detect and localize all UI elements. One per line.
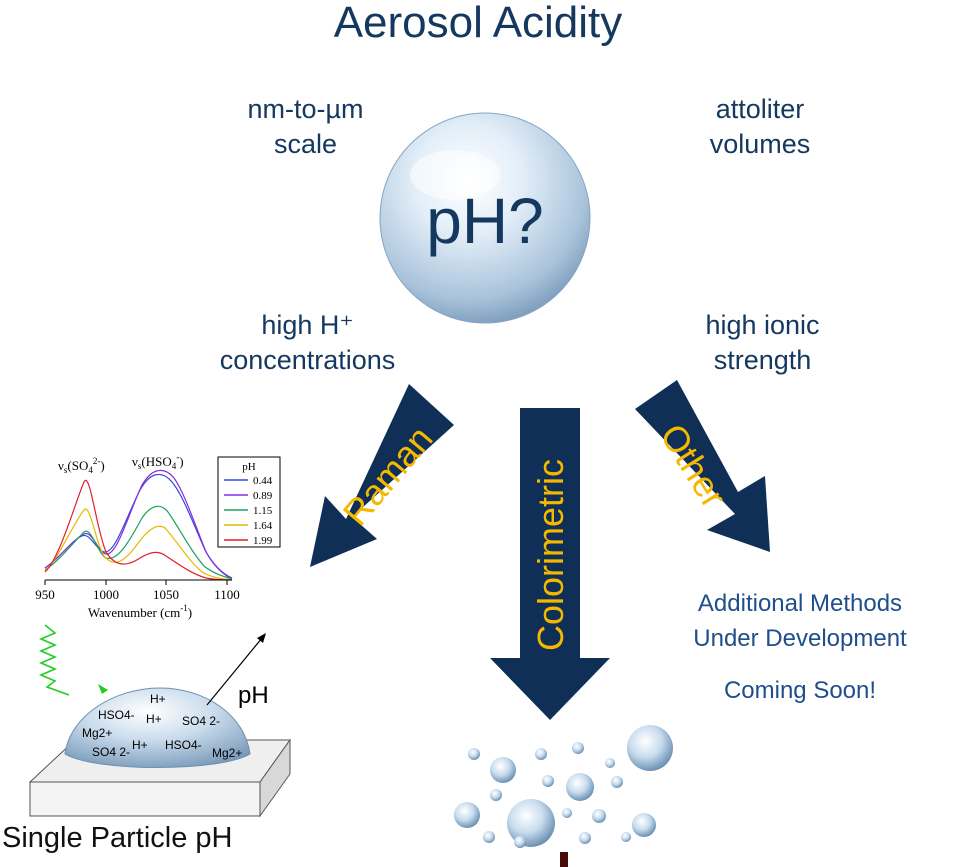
ion-h-3: H+ — [132, 738, 148, 752]
ion-hso4-2: HSO4- — [165, 738, 202, 752]
ion-hso4-1: HSO4- — [98, 708, 135, 722]
colorimetric-label: Colorimetric — [530, 458, 571, 652]
legend-title: pH — [242, 461, 256, 473]
other-methods-line1: Additional Methods — [697, 590, 903, 617]
series-line-1.15 — [44, 505, 233, 580]
output-ph-label: pH — [238, 682, 269, 709]
ion-h-1: H+ — [150, 692, 166, 706]
property-h-concentration: high H⁺ concentrations — [219, 310, 396, 375]
laser-wave — [38, 624, 70, 696]
legend-entry-0.44: 0.44 — [253, 475, 273, 487]
laser-arrowhead — [98, 684, 108, 694]
diagram-title: Aerosol Acidity — [333, 0, 623, 47]
legend-entry-1.64: 1.64 — [253, 520, 273, 532]
cropped-glyph — [560, 852, 568, 867]
legend-entry-1.15: 1.15 — [253, 505, 273, 517]
x-tick-1000: 1000 — [93, 587, 119, 602]
single-particle-graphic: H+ HSO4- H+ SO4 2- Mg2+ SO4 2- H+ HSO4- … — [28, 624, 291, 818]
peak-label-so4: νs(SO42-) — [58, 456, 105, 475]
legend-entry-1.99: 1.99 — [253, 535, 273, 547]
x-tick-1100: 1100 — [214, 587, 240, 602]
sphere-ph-label: pH? — [426, 185, 544, 257]
ph-legend: pH 0.44 0.89 1.15 1.64 1.99 — [217, 456, 281, 548]
particle-caption: Single Particle pH — [2, 822, 233, 854]
series-line-1.64 — [44, 508, 233, 581]
x-tick-1050: 1050 — [153, 587, 179, 602]
series-line-1.99 — [44, 479, 233, 581]
legend-entry-0.89: 0.89 — [253, 490, 273, 502]
peak-label-hso4: νs(HSO4-) — [132, 452, 184, 471]
raman-spectrum-graphic: νs(SO42-) νs(HSO4-) 950 1000 1050 1100 W… — [28, 452, 291, 818]
ion-so4-2: SO4 2- — [92, 745, 130, 759]
output-arrow — [206, 637, 263, 706]
series-line-0.89 — [44, 469, 233, 580]
substrate-side — [259, 738, 291, 818]
other-methods-line2: Under Development — [693, 625, 907, 652]
substrate-front — [29, 781, 261, 817]
ion-h-2: H+ — [146, 712, 162, 726]
series-line-0.44 — [44, 473, 233, 579]
raman-arrow — [310, 384, 454, 567]
x-tick-950: 950 — [35, 587, 55, 602]
droplet — [64, 687, 251, 768]
x-tick-labels: 950 1000 1050 1100 — [35, 587, 240, 602]
property-scale: nm-to-µm scale — [247, 94, 364, 159]
other-arrow — [635, 380, 770, 552]
x-axis-label: Wavenumber (cm-1) — [88, 603, 192, 620]
droplet-cluster — [454, 725, 673, 848]
ion-so4-1: SO4 2- — [182, 714, 220, 728]
property-ionic-strength: high ionic strength — [705, 310, 820, 375]
ion-mg-2: Mg2+ — [212, 746, 242, 760]
property-volumes: attoliter volumes — [709, 94, 811, 159]
ion-mg-1: Mg2+ — [82, 726, 112, 740]
colorimetric-arrow — [490, 408, 610, 720]
coming-soon-text: Coming Soon! — [723, 677, 877, 704]
spectrum-lines — [44, 469, 233, 581]
